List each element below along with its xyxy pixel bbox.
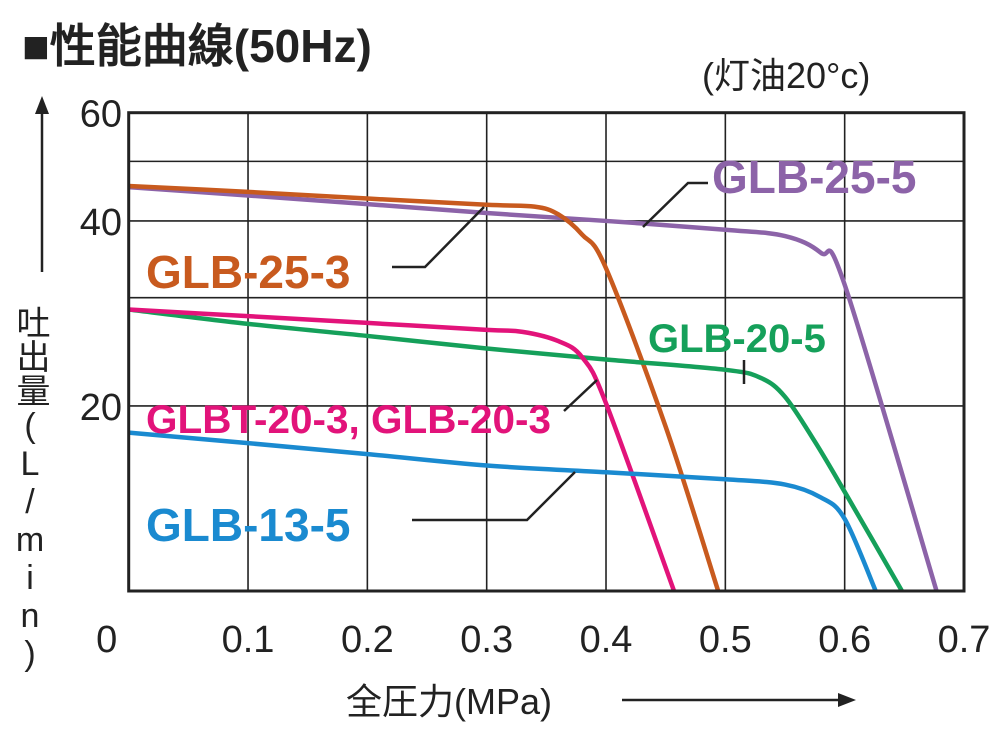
plot-frame [127, 111, 966, 593]
x-axis-arrow [622, 693, 856, 707]
series-lines [128, 183, 939, 593]
x-tick-label: 0.4 [580, 619, 633, 661]
series-line-glb-25-3 [128, 183, 721, 592]
x-tick-label: 0.2 [341, 619, 394, 661]
x-tick-label: 0.1 [222, 619, 275, 661]
leader-glb-25-3 [392, 206, 485, 269]
leader-glbt-20-3 [563, 379, 598, 412]
x-tick-label: 0 [96, 619, 117, 661]
leader-glb-25-5 [642, 181, 708, 228]
chart-subtitle: (灯油20°c) [702, 55, 870, 96]
x-axis-label: 全圧力(MPa) [346, 681, 552, 722]
y-tick-label: 20 [80, 387, 122, 429]
series-line-glbt-20-3-glb-20-3 [128, 307, 677, 592]
y-tick-label: 40 [80, 202, 122, 244]
series-line-glb-13-5 [128, 430, 878, 592]
leader-glb-13-5 [412, 471, 576, 522]
x-tick-labels: 0 0.1 0.2 0.3 0.4 0.5 0.6 0.7 [96, 619, 990, 661]
y-tick-label: 60 [80, 94, 122, 136]
x-tick-label: 0.7 [938, 619, 991, 661]
y-tick-labels: 20 40 60 [80, 94, 122, 429]
label-glb-13-5: GLB-13-5 [146, 499, 350, 551]
y-axis-arrow [35, 96, 49, 272]
leader-lines [392, 181, 746, 522]
x-tick-label: 0.3 [460, 619, 513, 661]
label-glb-25-5: GLB-25-5 [712, 151, 916, 203]
label-glbt-20-3: GLBT-20-3, GLB-20-3 [146, 398, 551, 442]
chart-title: ■性能曲線(50Hz) [22, 20, 372, 72]
label-glb-20-5: GLB-20-5 [648, 317, 826, 361]
x-tick-label: 0.5 [699, 619, 752, 661]
series-line-glb-20-5 [128, 307, 904, 593]
x-tick-label: 0.6 [818, 619, 871, 661]
series-line-glb-25-5 [128, 184, 939, 592]
label-glb-25-3: GLB-25-3 [146, 246, 350, 298]
y-axis-label: 吐出量(L/min) [11, 305, 49, 673]
